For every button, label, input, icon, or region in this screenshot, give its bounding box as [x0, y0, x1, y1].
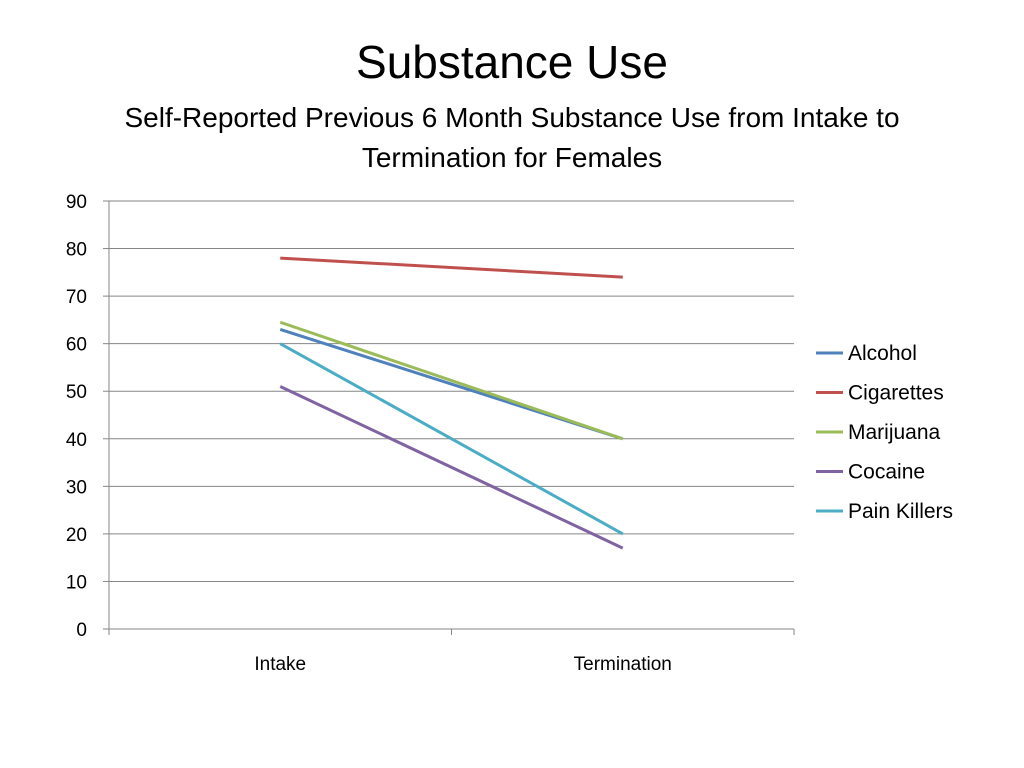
y-tick-label: 30	[66, 477, 87, 498]
y-tick-label: 40	[66, 430, 87, 451]
slide-subtitle: Self-Reported Previous 6 Month Substance…	[124, 102, 900, 173]
legend-label-marijuana: Marijuana	[848, 421, 941, 444]
y-tick-label: 60	[66, 335, 87, 356]
series-line-pain-killers	[279, 342, 624, 536]
y-tick-label: 20	[66, 525, 87, 546]
series-line-cocaine	[279, 385, 624, 550]
legend-label-pain-killers: Pain Killers	[848, 500, 953, 523]
y-tick-label: 80	[66, 240, 87, 261]
axes	[103, 200, 795, 635]
y-tick-label: 10	[66, 572, 87, 593]
grid-lines	[109, 200, 794, 582]
y-tick-label: 0	[76, 620, 87, 641]
legend: Alcohol Cigarettes Marijuana Cocaine Pain Ki…	[816, 342, 953, 523]
x-axis-tick-labels: Intake Termination	[254, 654, 671, 675]
slide-title: Substance Use	[356, 36, 668, 88]
y-tick-label: 90	[66, 192, 87, 213]
y-tick-label: 70	[66, 287, 87, 308]
x-tick-label: Intake	[254, 654, 306, 675]
y-axis-tick-labels: 0 10 20 30 40 50 60 70 80 90	[66, 192, 87, 641]
series-line-marijuana	[279, 320, 624, 441]
x-tick-label: Termination	[574, 654, 672, 675]
y-tick-label: 50	[66, 382, 87, 403]
series-line-cigarettes	[280, 256, 623, 279]
series-lines	[279, 256, 624, 550]
legend-label-cigarettes: Cigarettes	[848, 382, 944, 405]
legend-label-cocaine: Cocaine	[848, 461, 925, 484]
legend-label-alcohol: Alcohol	[848, 342, 917, 365]
